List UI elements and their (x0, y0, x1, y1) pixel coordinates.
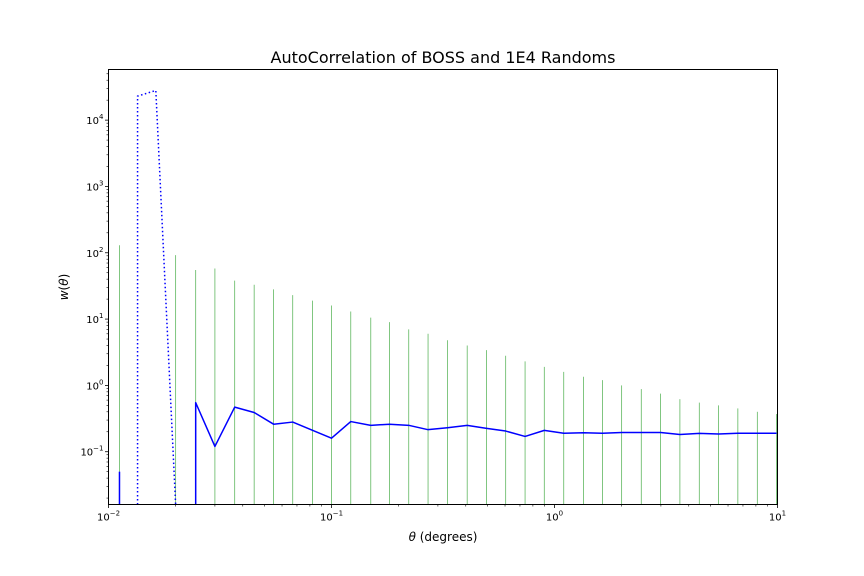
y-axis-label-open-paren: ( (57, 286, 71, 291)
tick-label-mantissa: 10 (97, 513, 110, 524)
y-axis-label-function: w (57, 290, 71, 300)
tick-label-exponent: 4 (99, 113, 104, 121)
y-tick-label: 103 (86, 179, 103, 193)
tick-label-exponent: −2 (110, 510, 120, 518)
tick-label-exponent: −1 (93, 445, 103, 453)
tick-label-mantissa: 10 (86, 315, 99, 326)
x-tick-label: 10−2 (97, 510, 120, 524)
series-line-solid (194, 401, 777, 505)
x-axis-label-variable: θ (409, 530, 417, 544)
tick-label-mantissa: 10 (546, 513, 559, 524)
x-tick-label: 10−1 (320, 510, 343, 524)
tick-label-mantissa: 10 (86, 249, 99, 260)
y-tick-label: 104 (86, 113, 104, 127)
tick-label-mantissa: 10 (86, 381, 99, 392)
y-axis-label: w(θ) (57, 274, 71, 301)
x-axis-ticks: 10−2 10−1 100 101 (97, 504, 786, 524)
chart-title: AutoCorrelation of BOSS and 1E4 Randoms (271, 48, 616, 67)
tick-label-mantissa: 10 (80, 448, 93, 459)
tick-label-exponent: −1 (333, 510, 343, 518)
tick-label-exponent: 1 (782, 510, 786, 518)
tick-label-exponent: 1 (99, 312, 103, 320)
series-line-dotted (136, 89, 177, 505)
y-axis-label-variable: θ (57, 278, 71, 286)
tick-label-exponent: 0 (99, 378, 103, 386)
x-tick-label: 101 (769, 510, 786, 524)
y-tick-label: 100 (86, 378, 103, 392)
tick-label-mantissa: 10 (86, 116, 99, 127)
x-tick-label: 100 (546, 510, 563, 524)
y-tick-label: 102 (86, 246, 103, 260)
tick-label-exponent: 2 (99, 246, 103, 254)
tick-label-mantissa: 10 (86, 182, 99, 193)
y-tick-label: 101 (86, 312, 103, 326)
y-axis-label-close-paren: ) (57, 274, 71, 279)
tick-label-mantissa: 10 (320, 513, 333, 524)
tick-label-mantissa: 10 (769, 513, 782, 524)
tick-label-exponent: 0 (559, 510, 563, 518)
x-axis-label: θ (degrees) (409, 530, 478, 544)
plot-frame (108, 69, 778, 505)
y-tick-label: 10−1 (80, 445, 103, 459)
tick-label-exponent: 3 (99, 179, 103, 187)
series-layer (118, 89, 778, 505)
x-axis-label-unit: (degrees) (416, 530, 477, 544)
